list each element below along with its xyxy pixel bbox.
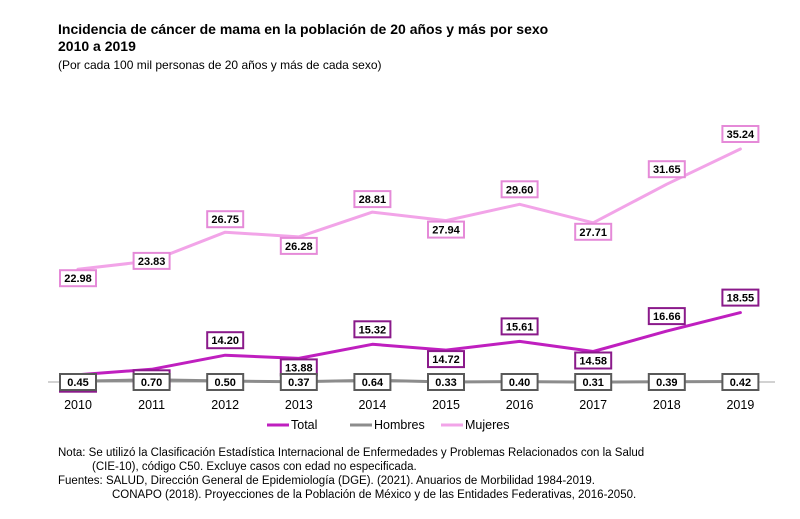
series-line-hombres [76,378,742,384]
data-label-total-2013: 13.88 [285,362,313,374]
data-label-total-2014: 15.32 [359,324,387,336]
data-label-box-hombres-2013 [279,373,318,391]
x-tick-label-2015: 2015 [432,398,460,412]
data-label-box-mujeres-2016 [500,180,539,199]
data-label-hombres-2012: 0.50 [214,377,235,389]
data-label-total-2017: 14.58 [579,356,607,368]
data-label-mujeres-2018: 31.65 [653,164,681,176]
sources-line-2: CONAPO (2018). Proyecciones de la Poblac… [112,489,637,501]
data-label-mujeres-2010: 22.98 [64,273,92,285]
data-label-box-mujeres-2012 [206,210,245,229]
note-line-2: (CIE-10), código C50. Excluye casos con … [92,461,417,473]
data-label-box-mujeres-2018 [647,160,686,179]
data-label-box-hombres-2010 [59,373,97,391]
data-label-hombres-2014: 0.64 [362,377,384,389]
legend-label-mujeres: Mujeres [465,418,509,432]
data-label-total-2018: 16.66 [653,311,681,323]
data-label-hombres-2013: 0.37 [288,377,309,389]
notes-section: Nota: Se utilizó la Clasificación Estadí… [58,446,644,502]
legend-label-total: Total [291,418,317,432]
data-label-box-hombres-2012 [206,373,245,391]
series-line-mujeres [76,147,742,271]
data-label-total-2012: 14.20 [211,335,239,347]
data-label-box-total-2017 [574,351,613,370]
data-label-mujeres-2012: 26.75 [211,214,239,226]
data-label-hombres-2011: 0.70 [141,377,162,389]
data-label-mujeres-2016: 29.60 [506,184,534,196]
x-tick-label-2012: 2012 [211,398,239,412]
data-label-box-mujeres-2014 [353,190,392,209]
data-label-box-total-2012 [206,331,245,350]
data-label-box-total-2019 [721,288,760,307]
series-line-total [76,311,742,377]
data-label-hombres-2018: 0.39 [656,377,677,389]
x-tick-label-2014: 2014 [358,398,386,412]
data-label-box-hombres-2014 [353,373,392,391]
data-label-total-2015: 14.72 [432,354,460,366]
data-label-box-mujeres-2019 [721,125,760,143]
x-tick-label-2019: 2019 [726,398,754,412]
data-label-box-total-2016 [500,317,539,336]
x-tick-label-2013: 2013 [285,398,313,412]
chart-title-line-2: 2010 a 2019 [58,38,136,54]
data-label-mujeres-2011: 23.83 [138,256,166,268]
note-line-1: Nota: Se utilizó la Clasificación Estadí… [58,447,645,459]
data-label-box-hombres-2018 [647,373,686,391]
data-label-mujeres-2013: 26.28 [285,241,313,253]
chart-title: Incidencia de cáncer de mama en la pobla… [58,21,548,55]
data-label-box-total-2018 [647,307,686,326]
data-label-box-mujeres-2013 [279,236,318,255]
data-label-mujeres-2017: 27.71 [579,227,607,239]
data-label-box-mujeres-2017 [574,222,613,241]
x-tick-label-2011: 2011 [138,398,165,412]
data-label-box-hombres-2011 [132,373,171,391]
data-label-mujeres-2019: 35.24 [727,129,755,141]
line-chart: 12.2112.7714.2013.8815.3214.7215.6114.58… [48,125,775,432]
data-label-hombres-2015: 0.33 [435,377,456,389]
data-label-hombres-2016: 0.40 [509,377,530,389]
data-label-box-mujeres-2010 [59,269,97,288]
data-label-total-2016: 15.61 [506,321,534,333]
data-label-hombres-2019: 0.42 [730,377,751,389]
x-tick-label-2010: 2010 [64,398,92,412]
data-label-box-mujeres-2015 [427,220,465,239]
data-label-box-hombres-2015 [427,373,465,391]
chart-subtitle: (Por cada 100 mil personas de 20 años y … [58,58,382,72]
data-label-hombres-2010: 0.45 [67,377,88,389]
data-label-mujeres-2015: 27.94 [432,225,460,237]
x-tick-label-2016: 2016 [506,398,534,412]
data-label-box-mujeres-2011 [132,251,171,270]
legend-label-hombres: Hombres [374,418,425,432]
data-label-box-total-2015 [427,350,465,369]
data-label-hombres-2017: 0.31 [582,377,603,389]
x-tick-label-2017: 2017 [579,398,607,412]
data-label-box-hombres-2016 [500,373,539,391]
data-label-box-hombres-2017 [574,373,613,391]
data-label-box-total-2014 [353,320,392,339]
sources-line-1: Fuentes: SALUD, Dirección General de Epi… [58,475,595,487]
x-tick-label-2018: 2018 [653,398,681,412]
data-label-total-2019: 18.55 [727,293,755,305]
chart-title-line-1: Incidencia de cáncer de mama en la pobla… [58,21,549,37]
data-label-box-hombres-2019 [721,373,760,391]
data-label-mujeres-2014: 28.81 [359,194,387,206]
